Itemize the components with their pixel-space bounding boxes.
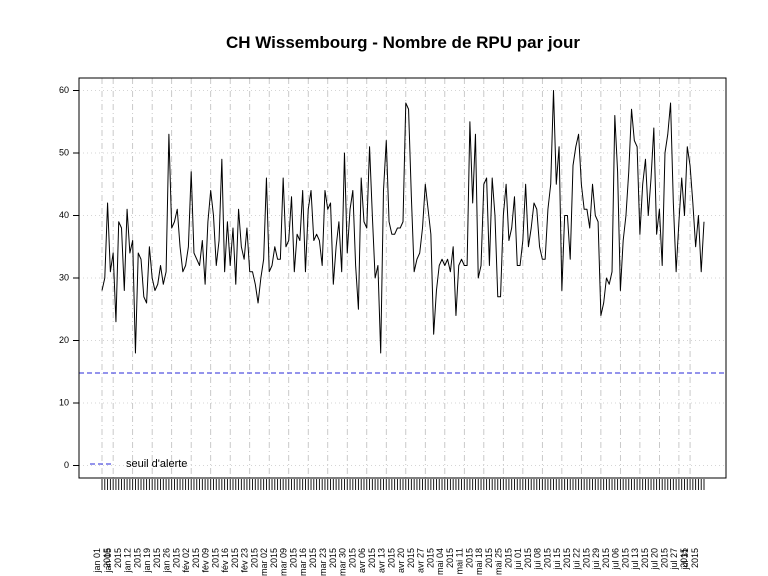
x-tick-label-date: jan 01 (92, 548, 102, 574)
x-tick-label-year: 2015 (581, 548, 591, 568)
x-tick-label-date: mar 23 (318, 548, 328, 576)
x-tick-label-date: avr 20 (396, 548, 406, 573)
x-tick-label-date: avr 27 (415, 548, 425, 573)
x-tick-label-date: jan 05 (103, 548, 113, 574)
y-tick-label: 50 (59, 147, 69, 157)
x-tick-label-year: 2015 (133, 548, 143, 568)
x-tick-label-date: mai 04 (435, 548, 445, 575)
y-tick-label: 60 (59, 85, 69, 95)
x-tick-label-year: 2015 (503, 548, 513, 568)
x-tick-label-year: 2015 (464, 548, 474, 568)
y-tick-label: 40 (59, 210, 69, 220)
x-tick-label-year: 2015 (562, 548, 572, 568)
x-tick-label-date: jui 01 (513, 548, 523, 571)
x-tick-label-date: mai 11 (454, 548, 464, 574)
x-tick-label-date: avr 06 (357, 548, 367, 573)
x-tick-label-date: mar 30 (337, 548, 347, 576)
x-tick-label-year: 2015 (406, 548, 416, 568)
x-tick-label-date: jui 08 (532, 548, 542, 571)
x-tick-label-year: 2015 (347, 548, 357, 568)
x-tick-label-date: jul 27 (669, 548, 679, 571)
x-tick-label-year: 2015 (425, 548, 435, 568)
legend-threshold-label: seuil d'alerte (126, 458, 187, 470)
x-tick-label-year: 2015 (289, 548, 299, 568)
x-tick-label-date: jul 20 (649, 548, 659, 571)
x-tick-label-year: 2015 (191, 548, 201, 568)
x-tick-label-year: 2015 (211, 548, 221, 568)
x-tick-label-year: 2015 (542, 548, 552, 568)
series-layer (101, 90, 705, 354)
x-tick-label-year: 2015 (679, 548, 689, 568)
x-tick-label-year: 2015 (601, 548, 611, 568)
x-tick-label-date: mai 25 (493, 548, 503, 575)
y-tick-label: 10 (59, 397, 69, 407)
x-tick-label-year: 2015 (230, 548, 240, 568)
x-tick-label-date: mai 18 (474, 548, 484, 575)
x-tick-label-year: 2015 (269, 548, 279, 568)
x-tick-label-date: jan 19 (142, 548, 152, 574)
x-tick-label-date: mar 16 (298, 548, 308, 576)
x-tick-label-date: fév 02 (181, 548, 191, 573)
x-tick-label-year: 2015 (659, 548, 669, 568)
x-tick-label-year: 2015 (484, 548, 494, 568)
x-tick-label-date: avr 13 (376, 548, 386, 573)
x-tick-label-year: 2015 (690, 548, 700, 568)
x-tick-label-year: 2015 (113, 548, 123, 568)
x-tick-label-date: mar 09 (279, 548, 289, 576)
x-tick-label-year: 2015 (620, 548, 630, 568)
x-tick-label-date: fév 09 (201, 548, 211, 573)
x-tick-label-year: 2015 (445, 548, 455, 568)
x-tick-label-date: fév 16 (220, 548, 230, 573)
chart-title: CH Wissembourg - Nombre de RPU par jour (226, 33, 580, 52)
x-tick-label-year: 2015 (386, 548, 396, 568)
x-tick-label-year: 2015 (172, 548, 182, 568)
y-tick-label: 30 (59, 272, 69, 282)
y-tick-label: 20 (59, 335, 69, 345)
x-tick-label-date: jui 22 (571, 548, 581, 571)
x-tick-label-year: 2015 (367, 548, 377, 568)
grid (79, 78, 726, 478)
x-tick-label-year: 2015 (523, 548, 533, 568)
legend: seuil d'alerte (90, 458, 187, 470)
x-tick-label-date: fév 23 (240, 548, 250, 573)
series-line (101, 90, 705, 354)
x-tick-label-year: 2015 (308, 548, 318, 568)
x-tick-label-year: 2015 (328, 548, 338, 568)
x-tick-label-date: jui 15 (552, 548, 562, 571)
x-tick-label-date: jul 31 (680, 548, 690, 571)
x-tick-label-date: jui 29 (591, 548, 601, 571)
x-tick-label-date: jan 26 (162, 548, 172, 574)
x-tick-label-date: jul 13 (630, 548, 640, 571)
x-tick-label-year: 2015 (152, 548, 162, 568)
x-tick-label-date: jul 06 (610, 548, 620, 571)
x-tick-label-year: 2015 (640, 548, 650, 568)
x-tick-label-date: jan 12 (123, 548, 133, 574)
x-tick-label-year: 2015 (102, 548, 112, 568)
x-tick-label-date: mar 02 (259, 548, 269, 576)
y-tick-label: 0 (64, 460, 69, 470)
x-tick-label-year: 2015 (250, 548, 260, 568)
plot-frame (78, 77, 727, 479)
